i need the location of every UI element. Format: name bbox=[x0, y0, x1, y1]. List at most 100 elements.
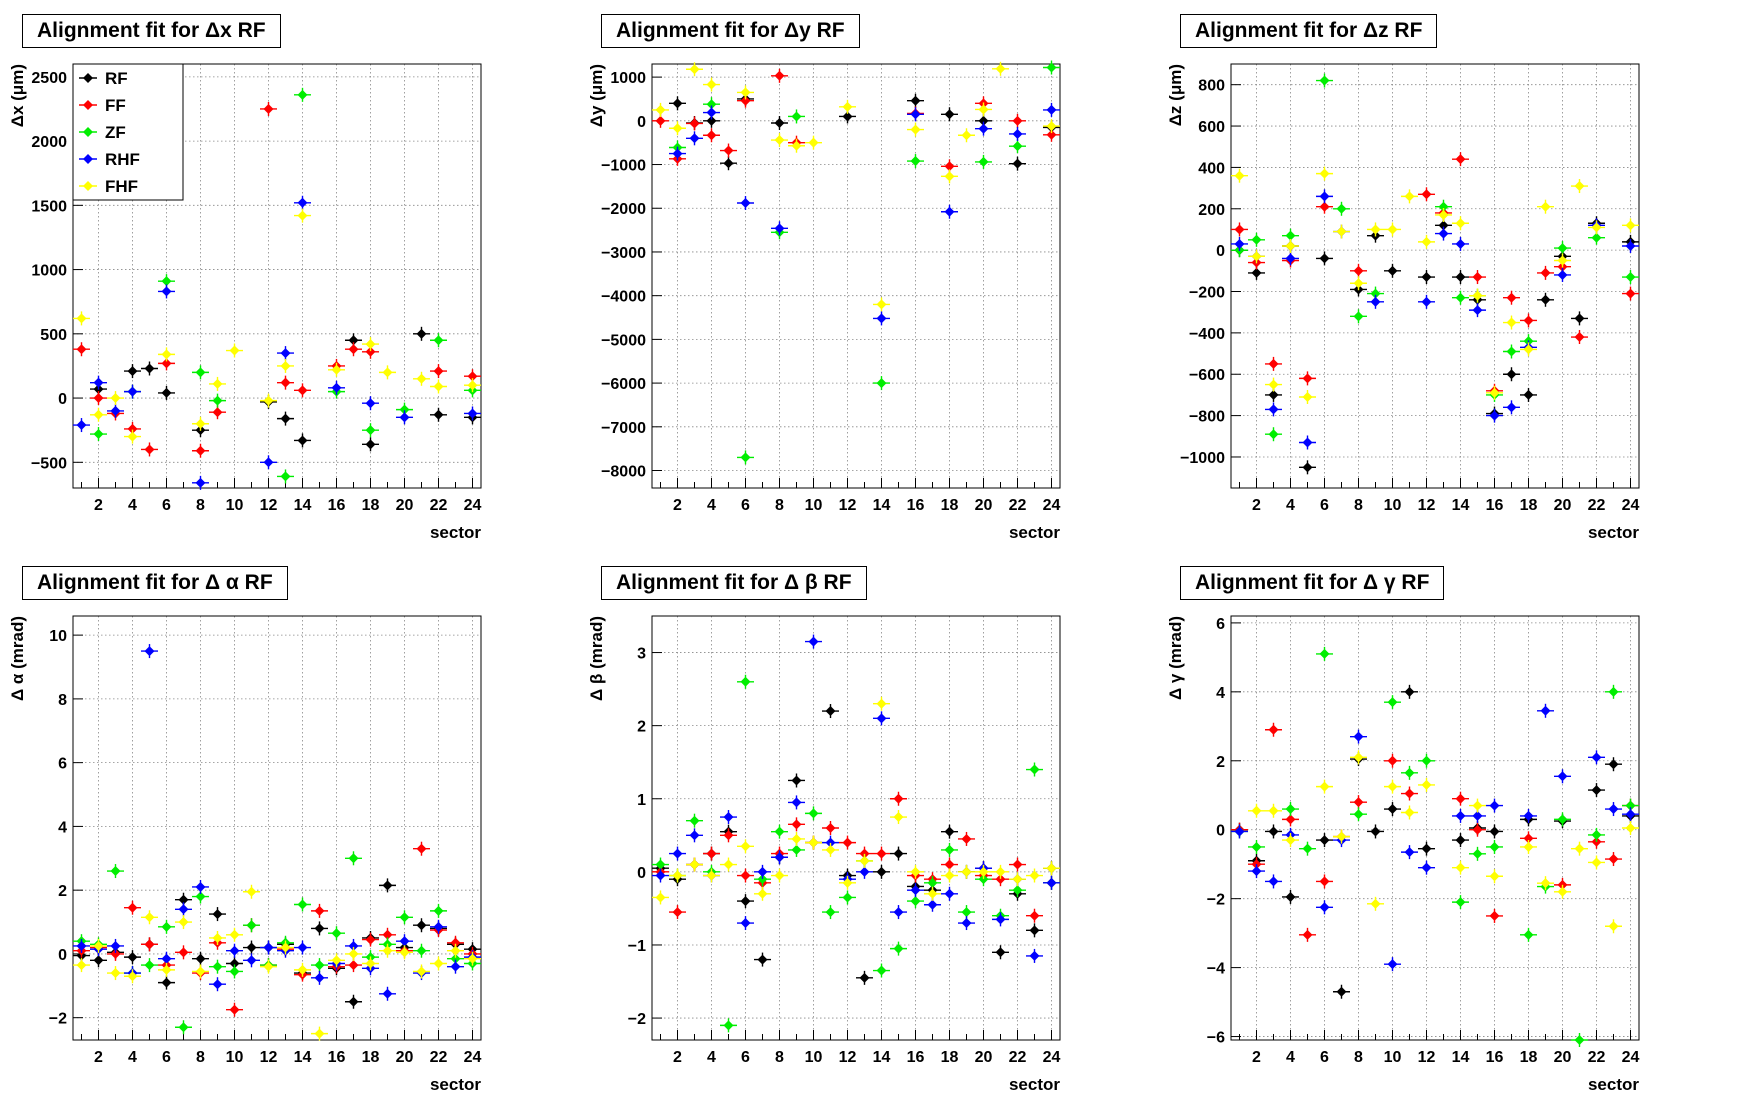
x-tick-label: 20 bbox=[1554, 1049, 1572, 1066]
marker bbox=[1302, 373, 1313, 384]
x-tick-label: 2 bbox=[1252, 497, 1261, 514]
marker bbox=[161, 953, 172, 964]
x-tick-label: 16 bbox=[907, 497, 925, 514]
marker bbox=[1251, 267, 1262, 278]
x-axis-label: sector bbox=[1588, 1075, 1639, 1094]
data-point bbox=[1384, 263, 1401, 278]
data-point bbox=[1316, 833, 1333, 848]
marker bbox=[1574, 181, 1585, 192]
data-point bbox=[992, 945, 1009, 960]
marker bbox=[1012, 859, 1023, 870]
x-tick-label: 4 bbox=[128, 497, 137, 514]
x-tick-label: 10 bbox=[805, 1049, 823, 1066]
marker bbox=[1404, 847, 1415, 858]
chart-title: Alignment fit for Δx RF bbox=[22, 14, 281, 48]
data-point bbox=[805, 634, 822, 649]
data-point bbox=[1452, 216, 1469, 231]
marker bbox=[212, 961, 223, 972]
marker bbox=[842, 837, 853, 848]
data-point bbox=[890, 846, 907, 861]
y-tick-label: −1000 bbox=[601, 158, 646, 175]
x-tick-label: 16 bbox=[1486, 497, 1504, 514]
data-point bbox=[1316, 251, 1333, 266]
data-point bbox=[226, 943, 243, 958]
data-point bbox=[1248, 232, 1265, 247]
y-tick-label: −500 bbox=[31, 455, 67, 472]
data-point bbox=[396, 945, 413, 960]
marker bbox=[1404, 788, 1415, 799]
data-point bbox=[669, 868, 686, 883]
marker bbox=[1455, 292, 1466, 303]
data-point bbox=[703, 97, 720, 112]
data-point bbox=[175, 945, 192, 960]
marker bbox=[1625, 272, 1636, 283]
marker bbox=[1404, 191, 1415, 202]
data-point bbox=[771, 850, 788, 865]
marker bbox=[1285, 814, 1296, 825]
data-point bbox=[754, 952, 771, 967]
data-point bbox=[1265, 722, 1282, 737]
data-point bbox=[430, 379, 447, 394]
marker bbox=[161, 977, 172, 988]
data-point bbox=[1605, 802, 1622, 817]
data-point bbox=[1452, 833, 1469, 848]
data-point bbox=[1384, 802, 1401, 817]
data-point bbox=[141, 958, 158, 973]
x-tick-label: 14 bbox=[1452, 497, 1470, 514]
data-point bbox=[124, 900, 141, 915]
data-point bbox=[447, 959, 464, 974]
data-point bbox=[311, 958, 328, 973]
data-point bbox=[720, 828, 737, 843]
data-point bbox=[1265, 427, 1282, 442]
data-point bbox=[1605, 919, 1622, 934]
marker bbox=[740, 95, 751, 106]
marker bbox=[1455, 272, 1466, 283]
marker bbox=[1472, 800, 1483, 811]
marker bbox=[110, 866, 121, 877]
data-point bbox=[1520, 808, 1537, 823]
data-point bbox=[822, 842, 839, 857]
data-point bbox=[703, 105, 720, 120]
data-point bbox=[345, 851, 362, 866]
data-point bbox=[1452, 808, 1469, 823]
data-point bbox=[362, 423, 379, 438]
data-point bbox=[260, 959, 277, 974]
marker bbox=[706, 848, 717, 859]
marker bbox=[212, 407, 223, 418]
x-tick-label: 8 bbox=[775, 1049, 784, 1066]
marker bbox=[1234, 224, 1245, 235]
x-tick-label: 14 bbox=[294, 1049, 312, 1066]
marker bbox=[723, 145, 734, 156]
marker bbox=[1455, 154, 1466, 165]
y-tick-label: −400 bbox=[1189, 326, 1225, 343]
data-point bbox=[737, 839, 754, 854]
y-tick-label: 0 bbox=[1216, 823, 1225, 840]
data-point bbox=[158, 385, 175, 400]
marker bbox=[127, 952, 138, 963]
data-point bbox=[294, 962, 311, 977]
marker bbox=[1268, 826, 1279, 837]
data-point bbox=[226, 964, 243, 979]
data-point bbox=[362, 932, 379, 947]
data-point bbox=[413, 371, 430, 386]
x-tick-label: 18 bbox=[941, 497, 959, 514]
marker bbox=[876, 698, 887, 709]
marker bbox=[1012, 141, 1023, 152]
marker bbox=[1387, 265, 1398, 276]
data-point bbox=[1316, 646, 1333, 661]
marker bbox=[995, 874, 1006, 885]
data-point bbox=[771, 133, 788, 148]
data-point bbox=[192, 416, 209, 431]
y-tick-label: −800 bbox=[1189, 409, 1225, 426]
data-point bbox=[1486, 869, 1503, 884]
marker bbox=[1268, 404, 1279, 415]
marker bbox=[910, 109, 921, 120]
x-tick-label: 16 bbox=[328, 497, 346, 514]
data-point bbox=[1520, 927, 1537, 942]
x-tick-label: 20 bbox=[1554, 497, 1572, 514]
data-point bbox=[396, 410, 413, 425]
marker bbox=[1455, 793, 1466, 804]
y-tick-label: 2 bbox=[637, 719, 646, 736]
series-RHF bbox=[652, 634, 1060, 963]
marker bbox=[161, 964, 172, 975]
